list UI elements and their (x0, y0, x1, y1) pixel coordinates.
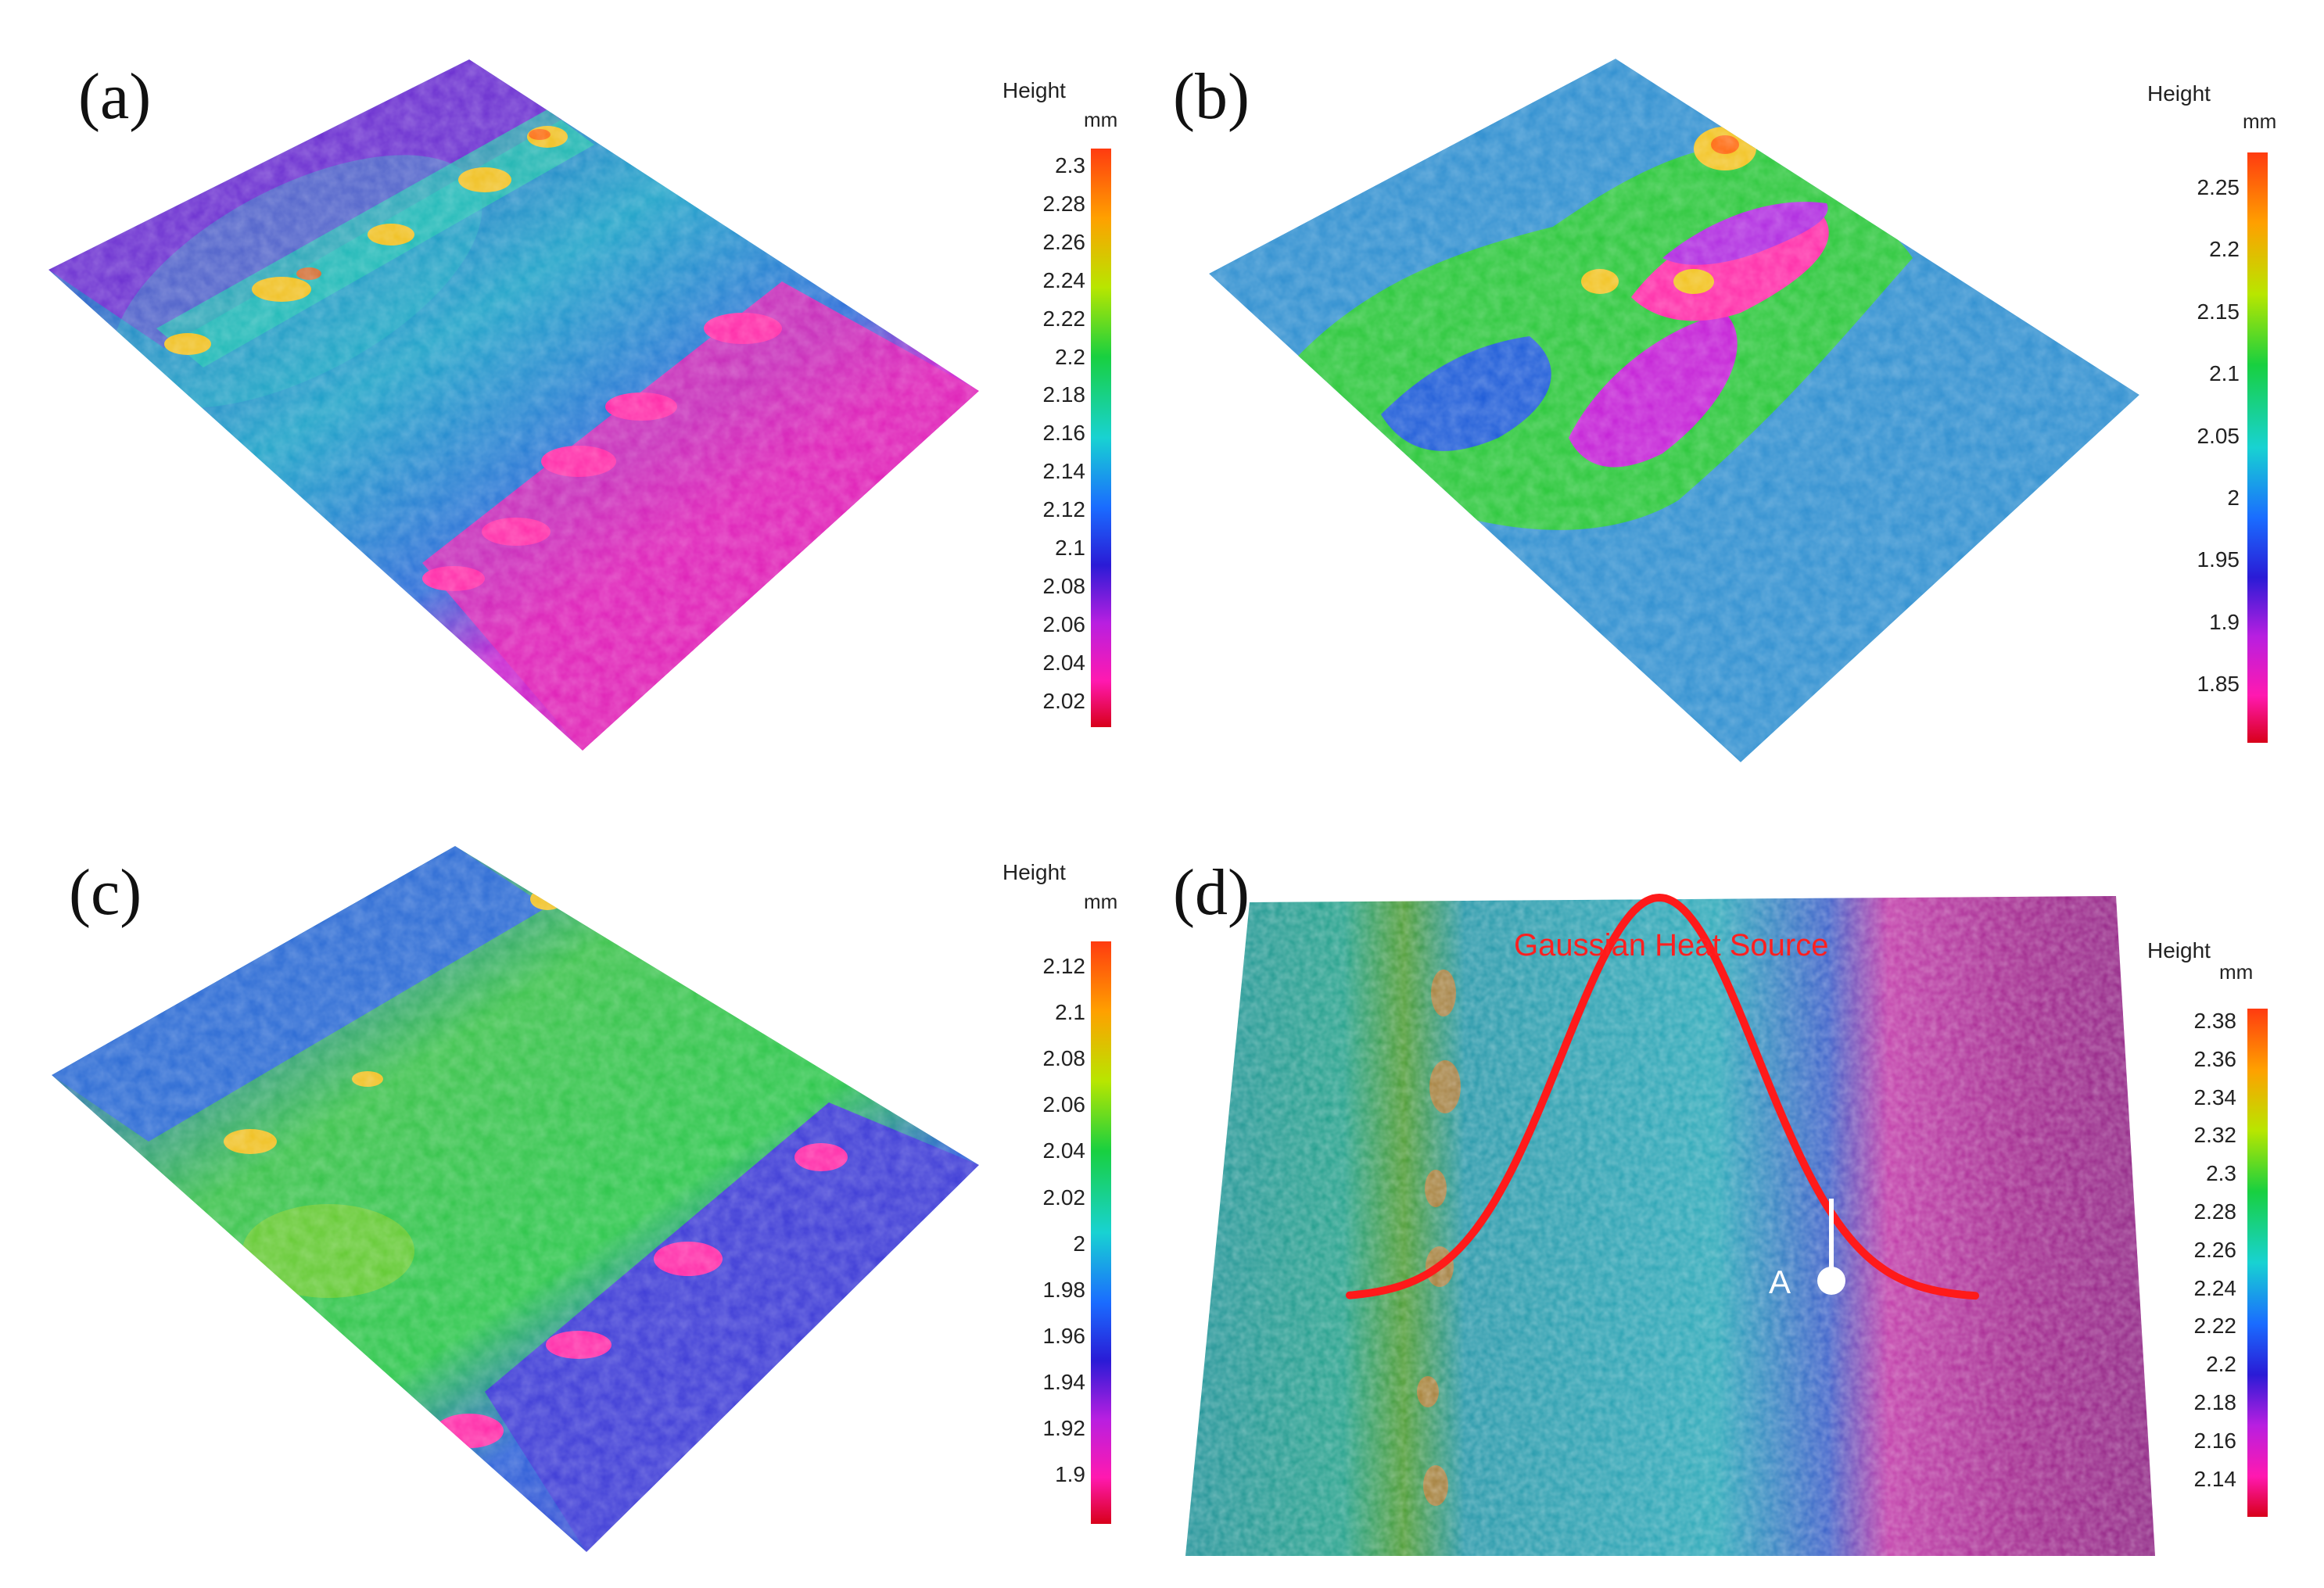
colorbar-tick-label: 2.38 (2193, 1009, 2237, 1033)
surface-3d-plot (1209, 59, 2139, 762)
colorbar-tick-label: 1.85 (2197, 672, 2240, 697)
colorbar-tick-label: 2.08 (1042, 573, 1086, 598)
colorbar-tick-label: 2.18 (1042, 382, 1086, 407)
colorbar-tick-label: 2.24 (2193, 1275, 2237, 1300)
colorbar-unit: mm (1084, 108, 1118, 131)
colorbar-tick-label: 2.08 (1042, 1046, 1086, 1071)
colorbar-tick-label: 2.02 (1042, 688, 1086, 713)
colorbar-tick-label: 2.18 (2193, 1390, 2237, 1414)
colorbar-tick-label: 2.22 (1042, 306, 1086, 331)
panel-label: (b) (1173, 60, 1250, 133)
colorbar-tick-label: 1.92 (1042, 1416, 1086, 1440)
gaussian-curve-label: Gaussian Heat Source (1514, 928, 1828, 962)
colorbar-title: Height (2147, 938, 2211, 962)
colorbar-tick-label: 2 (2227, 486, 2240, 510)
colorbar-tick-label: 2.32 (2193, 1123, 2237, 1148)
panel-a: (a) (0, 0, 1162, 782)
point-a-marker (1817, 1267, 1845, 1295)
colorbar: Height mm 2.25 2.2 2.15 2.1 2.05 2 1.95 1.9 1.85 (2132, 78, 2319, 751)
colorbar-tick-label: 1.95 (2197, 547, 2240, 572)
colorbar-tick-label: 2.16 (1042, 421, 1086, 446)
colorbar-unit: mm (2219, 960, 2254, 984)
colorbar-tick-label: 2.12 (1042, 954, 1086, 978)
panel-c: (c) Height mm 2.12 2.1 2.08 2.06 2.04 2.0 (0, 782, 1162, 1588)
colorbar-tick-label: 2.06 (1042, 611, 1086, 636)
panel-d: (d) G (1162, 782, 2324, 1588)
colorbar-tick-label: 2.04 (1042, 1138, 1086, 1163)
panel-label: (a) (78, 60, 152, 133)
colorbar-tick-label: 2.16 (2193, 1428, 2237, 1453)
colorbar-tick-label: 1.9 (2209, 609, 2240, 634)
colorbar-tick-label: 2.05 (2197, 423, 2240, 448)
colorbar-tick-label: 1.94 (1042, 1369, 1086, 1394)
colorbar-tick-label: 2.02 (1042, 1185, 1086, 1210)
colorbar-tick-label: 2.14 (2193, 1466, 2237, 1491)
colorbar-tick-label: 2.2 (2206, 1352, 2236, 1377)
colorbar-tick-label: 1.96 (1042, 1323, 1086, 1348)
colorbar-unit: mm (2243, 109, 2277, 133)
gaussian-curve (1346, 893, 1979, 1300)
colorbar: Height mm 2.3 2.28 2.26 2.24 2.22 2.2 2.18 2.16… (970, 78, 1157, 751)
panel-b: (b) Height mm 2.25 2.2 2.15 2.1 2.05 2 1.95 1.9… (1162, 0, 2324, 782)
panel-label: (c) (69, 856, 142, 929)
surface-height-map (1185, 896, 2155, 1556)
colorbar-gradient (1091, 941, 1111, 1524)
colorbar-tick-label: 2.14 (1042, 459, 1086, 484)
colorbar-tick-label: 2.2 (1055, 344, 1085, 369)
surface-3d-plot (48, 59, 979, 751)
colorbar-tick-label: 2.24 (1042, 267, 1086, 292)
colorbar-tick-label: 2 (1073, 1231, 1085, 1256)
surface-3d-plot (52, 846, 979, 1552)
colorbar-title: Height (1002, 78, 1066, 102)
colorbar-tick-label: 2.25 (2197, 175, 2240, 199)
colorbar-tick-label: 1.9 (1055, 1462, 1085, 1487)
colorbar-gradient (2247, 152, 2268, 743)
colorbar: Height mm 2.38 2.36 2.34 2.32 2.3 2.28 2.26 2.2… (2147, 938, 2319, 1548)
colorbar-gradient (2247, 1009, 2268, 1517)
colorbar-tick-label: 2.28 (1042, 191, 1086, 216)
colorbar-gradient (1091, 149, 1111, 727)
colorbar-tick-label: 2.06 (1042, 1092, 1086, 1117)
colorbar-title: Height (1002, 860, 1066, 884)
panel-label: (d) (1173, 856, 1250, 929)
colorbar-tick-label: 2.1 (1055, 1000, 1085, 1025)
colorbar-tick-label: 2.34 (2193, 1084, 2237, 1109)
colorbar-tick-label: 2.15 (2197, 299, 2240, 324)
colorbar-tick-label: 2.3 (1055, 153, 1085, 177)
colorbar-tick-label: 2.26 (2193, 1237, 2237, 1262)
colorbar-tick-label: 2.22 (2193, 1314, 2237, 1339)
colorbar-tick-label: 2.3 (2206, 1161, 2236, 1186)
colorbar-unit: mm (1084, 890, 1118, 913)
colorbar: Height mm 2.12 2.1 2.08 2.06 2.04 2.02 2 1.98 1.… (970, 860, 1157, 1564)
colorbar-tick-label: 2.36 (2193, 1046, 2237, 1071)
colorbar-tick-label: 2.1 (1055, 536, 1085, 560)
colorbar-tick-label: 2.12 (1042, 497, 1086, 522)
colorbar-tick-label: 1.98 (1042, 1277, 1086, 1302)
colorbar-tick-label: 2.04 (1042, 650, 1086, 675)
colorbar-title: Height (2147, 81, 2211, 106)
colorbar-tick-label: 2.1 (2209, 361, 2240, 386)
colorbar-tick-label: 2.2 (2209, 237, 2240, 262)
gaussian-annotation: Gaussian Heat Source A (1346, 893, 1979, 1300)
colorbar-tick-label: 2.28 (2193, 1199, 2237, 1224)
point-a-label: A (1769, 1264, 1791, 1300)
colorbar-tick-label: 2.26 (1042, 229, 1086, 254)
